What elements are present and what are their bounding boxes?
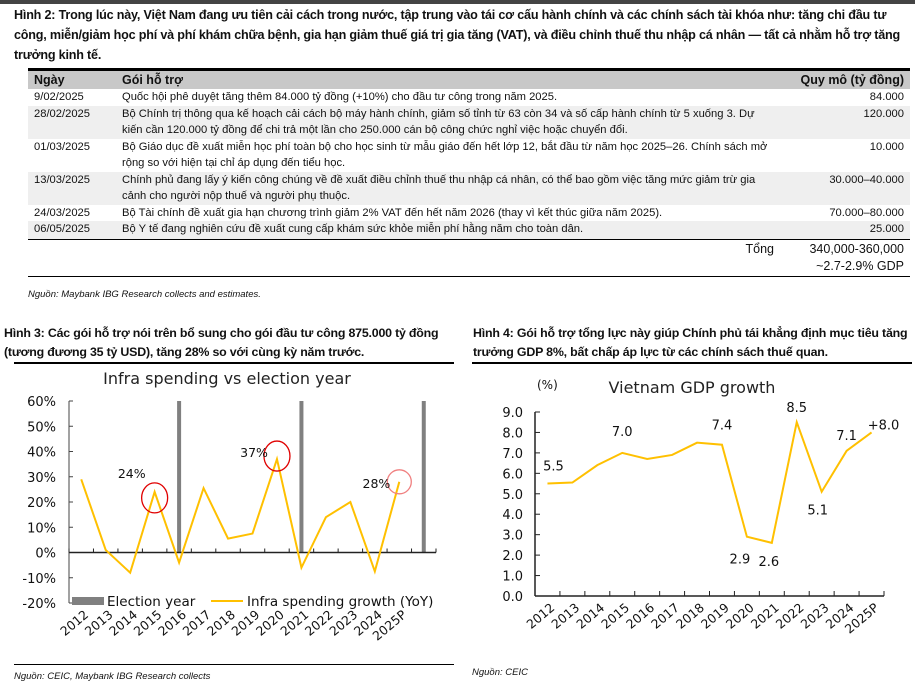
divider xyxy=(472,362,912,364)
legend-election-swatch xyxy=(72,597,104,605)
annotation-label: 37% xyxy=(240,445,268,460)
cell-amount: 84.000 xyxy=(869,91,904,103)
empty-cell xyxy=(28,256,116,277)
y-tick-label: 30% xyxy=(27,471,56,486)
legend-infra-label: Infra spending growth (YoY) xyxy=(247,594,433,610)
cell-date: 24/03/2025 xyxy=(34,206,90,219)
y-axis-unit: (%) xyxy=(537,378,558,392)
y-tick-label: 60% xyxy=(27,395,56,410)
y-tick-label: 0.0 xyxy=(502,590,523,605)
y-tick-label: 6.0 xyxy=(502,467,523,482)
table-row: 06/05/2025 Bộ Y tế đang nghiên cứu đề xuấ… xyxy=(28,221,910,240)
cell-amount: 30.000–40.000 xyxy=(780,171,910,205)
y-tick-label: 7.0 xyxy=(502,447,523,462)
y-tick-label: 20% xyxy=(27,496,56,511)
cell-amount: 120.000 xyxy=(780,105,910,139)
cell-date: 01/03/2025 xyxy=(34,140,90,153)
table-row: 01/03/2025 Bộ Giáo dục đề xuất miễn học p… xyxy=(28,139,910,172)
cell-description: Bộ Y tế đang nghiên cứu đề xuất cung cấp… xyxy=(116,221,780,240)
y-tick-label: 2.0 xyxy=(502,549,523,564)
col-package: Gói hỗ trợ xyxy=(116,69,780,89)
election-year-bar xyxy=(421,401,426,553)
total-label: Tổng xyxy=(745,241,775,256)
cell-amount: 10.000 xyxy=(869,140,904,153)
data-label: 2.9 xyxy=(730,553,751,568)
table-row: 28/02/2025 Bộ Chính trị thông qua kế hoạc… xyxy=(28,105,910,139)
data-label: 7.1 xyxy=(836,429,857,444)
cell-description: Bộ Chính trị thông qua kế hoạch cải cách… xyxy=(116,105,780,139)
data-label: 5.5 xyxy=(543,460,564,475)
total-label xyxy=(116,256,780,277)
y-tick-label: 9.0 xyxy=(502,406,523,421)
data-label: 7.4 xyxy=(712,419,733,434)
chart-title: Vietnam GDP growth xyxy=(609,378,776,397)
data-label: 2.6 xyxy=(758,555,779,570)
highlight-circle xyxy=(140,482,169,514)
figure-4-source: Nguồn: CEIC xyxy=(472,667,528,678)
total-row: Tổng 340,000-360,000 xyxy=(28,239,910,257)
table-row: 13/03/2025 Chính phủ đang lấy ý kiến công… xyxy=(28,171,910,205)
data-label: +8.0 xyxy=(868,418,900,433)
infra-spending-line xyxy=(80,455,401,575)
cell-date: 06/05/2025 xyxy=(28,221,116,240)
data-label: 8.5 xyxy=(786,401,807,416)
y-tick-label: 3.0 xyxy=(502,529,523,544)
y-tick-label: -10% xyxy=(22,572,56,587)
col-date: Ngày xyxy=(28,69,116,89)
y-tick-label: 1.0 xyxy=(502,570,523,585)
election-year-bar xyxy=(299,401,304,553)
total-value: ~2.7-2.9% GDP xyxy=(780,256,910,277)
cell-description: Bộ Giáo dục đề xuất miễn học phí toàn bộ… xyxy=(122,140,768,170)
chart-title: Infra spending vs election year xyxy=(103,369,351,388)
cell-amount: 25.000 xyxy=(780,221,910,240)
figure-3-caption: Hình 3: Các gói hỗ trợ nói trên bổ sung … xyxy=(4,326,439,359)
divider xyxy=(14,362,454,364)
table-row: 9/02/2025 Quốc hội phê duyệt tăng thêm 84… xyxy=(28,89,910,106)
y-tick-label: 8.0 xyxy=(502,426,523,441)
data-label: 7.0 xyxy=(612,425,633,440)
cell-date: 9/02/2025 xyxy=(34,91,84,103)
highlight-circle xyxy=(386,469,412,495)
table-row: 24/03/2025 Bộ Tài chính đề xuất gia hạn c… xyxy=(28,205,910,222)
divider xyxy=(14,664,454,665)
cell-description: Chính phủ đang lấy ý kiến công chúng về … xyxy=(116,171,780,205)
table-header: Ngày Gói hỗ trợ Quy mô (tỷ đồng) xyxy=(28,69,910,89)
highlight-circle xyxy=(263,440,291,472)
y-tick-label: 40% xyxy=(27,446,56,461)
gdp-growth-line xyxy=(547,418,873,545)
y-tick-label: 0% xyxy=(35,547,56,562)
y-tick-label: 50% xyxy=(27,420,56,435)
y-tick-label: 4.0 xyxy=(502,508,523,523)
figure-3-source: Nguồn: CEIC, Maybank IBG Research collec… xyxy=(14,671,211,682)
cell-description: Quốc hội phê duyệt tăng thêm 84.000 tỷ đ… xyxy=(122,91,558,103)
y-tick-label: 10% xyxy=(27,521,56,536)
annotation-label: 24% xyxy=(118,466,146,481)
top-bar xyxy=(0,0,915,4)
support-packages-table: Ngày Gói hỗ trợ Quy mô (tỷ đồng) 9/02/20… xyxy=(28,68,910,277)
total-value: 340,000-360,000 xyxy=(809,241,904,256)
legend-election-label: Election year xyxy=(107,594,196,610)
annotation-label: 28% xyxy=(363,476,391,491)
total-row: ~2.7-2.9% GDP xyxy=(28,256,910,277)
y-tick-label: -20% xyxy=(22,597,56,612)
election-year-bar xyxy=(177,401,182,553)
cell-date: 28/02/2025 xyxy=(28,105,116,139)
figure-4-caption: Hình 4: Gói hỗ trợ tổng lực này giúp Chí… xyxy=(473,326,908,359)
figure-2-caption: Hình 2: Trong lúc này, Việt Nam đang ưu … xyxy=(14,8,901,62)
figure-2-source: Nguồn: Maybank IBG Research collects and… xyxy=(28,289,261,300)
col-size: Quy mô (tỷ đồng) xyxy=(780,69,910,89)
y-tick-label: 5.0 xyxy=(502,488,523,503)
cell-description: Bộ Tài chính đề xuất gia hạn chương trìn… xyxy=(122,206,663,219)
cell-date: 13/03/2025 xyxy=(28,171,116,205)
data-label: 5.1 xyxy=(807,504,828,519)
cell-amount: 70.000–80.000 xyxy=(829,206,904,219)
